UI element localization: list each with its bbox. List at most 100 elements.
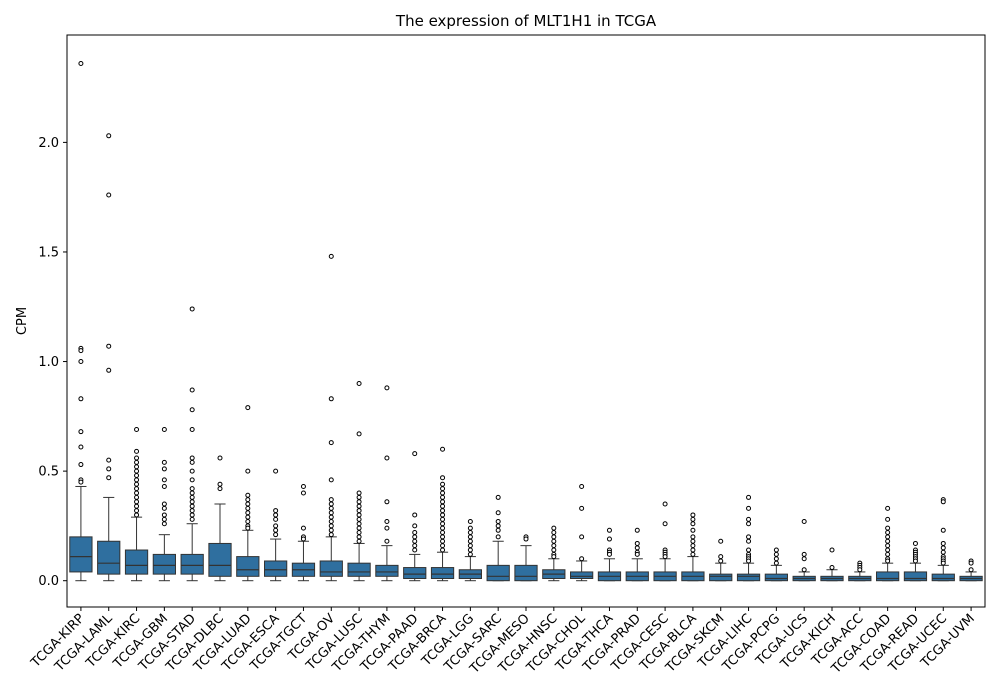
box <box>347 562 371 577</box>
box <box>236 556 260 577</box>
outlier-point <box>134 455 140 461</box>
outlier-point <box>245 405 251 411</box>
outlier-point <box>328 253 334 259</box>
box <box>319 560 343 577</box>
outlier-point <box>467 529 473 535</box>
box-group <box>820 547 844 582</box>
box-group <box>319 253 343 582</box>
outlier-point <box>606 536 612 542</box>
box-group <box>736 494 761 582</box>
outlier-point <box>356 490 362 496</box>
outlier-point <box>134 508 140 514</box>
outlier-point <box>78 396 84 402</box>
box <box>208 542 232 577</box>
outlier-point <box>300 490 306 496</box>
outlier-point <box>634 540 640 546</box>
box-group <box>709 538 733 582</box>
outlier-point <box>273 468 279 474</box>
outlier-point <box>885 538 891 544</box>
outlier-point <box>885 547 891 553</box>
outlier-point <box>467 551 473 557</box>
outlier-point <box>690 512 696 518</box>
outlier-point <box>885 551 891 557</box>
outlier-point <box>273 527 279 533</box>
outlier-point <box>885 529 891 535</box>
outlier-point <box>912 558 918 564</box>
outlier-point <box>245 497 251 503</box>
outlier-point <box>412 523 418 529</box>
outlier-point <box>273 516 279 522</box>
outlier-point <box>412 512 418 518</box>
box <box>931 573 955 582</box>
outlier-point <box>328 514 334 520</box>
outlier-point <box>273 508 279 514</box>
outlier-point <box>606 527 612 533</box>
box <box>709 573 733 582</box>
outlier-point <box>189 494 195 500</box>
outlier-point <box>801 567 807 573</box>
box <box>180 553 204 575</box>
box <box>570 571 594 580</box>
outlier-point <box>662 521 668 527</box>
outlier-point <box>78 60 84 66</box>
outlier-point <box>356 508 362 514</box>
outlier-point <box>690 551 696 557</box>
outlier-point <box>440 503 446 509</box>
box-group <box>264 468 288 582</box>
outlier-point <box>161 459 167 465</box>
box-group <box>848 560 872 582</box>
outlier-point <box>189 468 195 474</box>
outlier-point <box>551 547 557 553</box>
box <box>152 553 176 575</box>
outlier-point <box>356 512 362 518</box>
outlier-point <box>134 426 140 432</box>
outlier-point <box>829 547 835 553</box>
outlier-point <box>440 516 446 522</box>
outlier-point <box>495 523 501 529</box>
outlier-point <box>384 525 390 531</box>
outlier-point <box>245 505 251 511</box>
y-tick-label: 0.0 <box>38 574 59 589</box>
outlier-point <box>690 543 696 549</box>
outlier-point <box>940 527 946 533</box>
box-group <box>959 558 983 582</box>
box-group <box>625 527 649 582</box>
outlier-point <box>245 510 251 516</box>
outlier-point <box>106 475 112 481</box>
outlier-point <box>551 543 557 549</box>
outlier-point <box>300 483 306 489</box>
outlier-point <box>940 540 946 546</box>
box <box>264 560 288 577</box>
outlier-point <box>634 527 640 533</box>
box <box>903 571 928 582</box>
outlier-point <box>690 521 696 527</box>
outlier-point <box>801 556 807 562</box>
outlier-point <box>134 512 140 518</box>
outlier-point <box>773 551 779 557</box>
y-tick-label: 1.0 <box>38 355 59 370</box>
outlier-point <box>440 490 446 496</box>
outlier-point <box>634 551 640 557</box>
outlier-point <box>440 534 446 540</box>
box-group <box>124 426 149 582</box>
outlier-point <box>440 499 446 505</box>
outlier-point <box>356 525 362 531</box>
outlier-point <box>78 444 84 450</box>
outlier-point <box>551 529 557 535</box>
box-group <box>570 483 594 582</box>
outlier-point <box>746 505 752 511</box>
outlier-point <box>273 523 279 529</box>
outlier-point <box>134 448 140 454</box>
outlier-point <box>885 525 891 531</box>
outlier-point <box>134 494 140 500</box>
box <box>764 573 788 582</box>
box-group <box>430 446 455 582</box>
outlier-point <box>690 547 696 553</box>
outlier-point <box>134 477 140 483</box>
outlier-point <box>968 567 974 573</box>
outlier-point <box>217 481 223 487</box>
box-group <box>653 501 677 582</box>
outlier-point <box>161 512 167 518</box>
